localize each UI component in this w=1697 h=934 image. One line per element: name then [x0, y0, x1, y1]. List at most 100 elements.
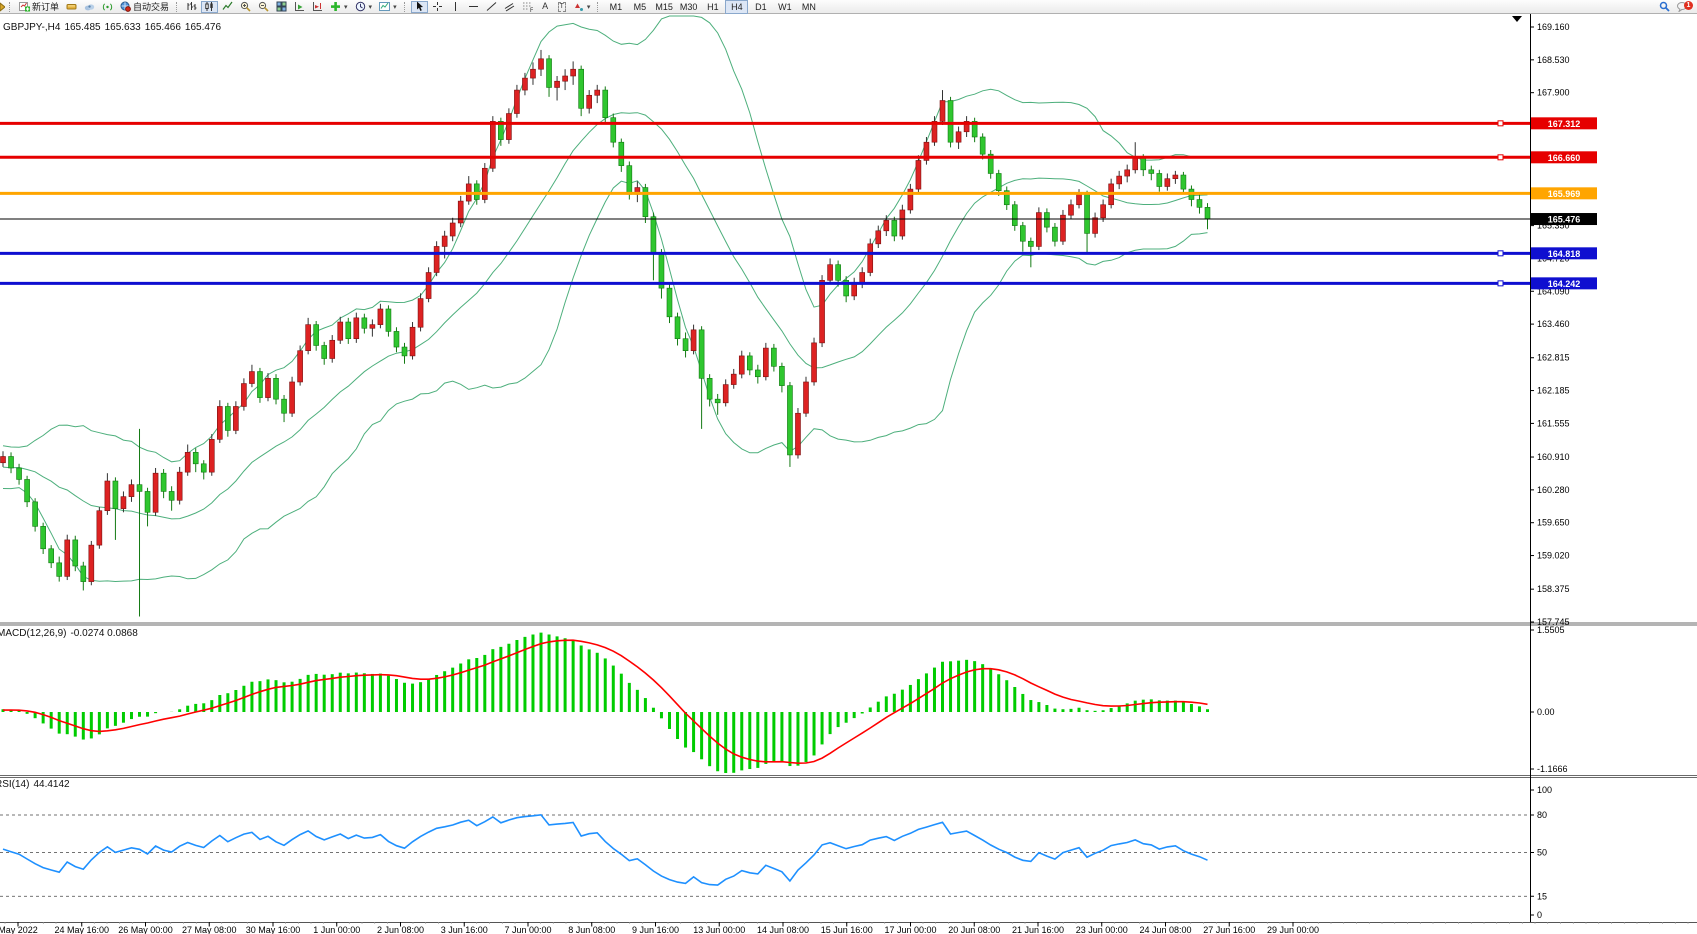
channel-icon	[504, 1, 515, 12]
horizontal-price-lines[interactable]	[0, 120, 1530, 287]
svg-text:21 Jun 16:00: 21 Jun 16:00	[1012, 925, 1064, 934]
macd-signal-line	[2, 639, 1208, 765]
timeframe-m1[interactable]: M1	[609, 1, 623, 12]
vertical-line-button[interactable]	[447, 1, 464, 13]
svg-text:0.00: 0.00	[1537, 707, 1555, 717]
macd-name: MACD(12,26,9)	[0, 628, 67, 639]
svg-text:1.5505: 1.5505	[1537, 625, 1565, 635]
price-scale[interactable]: 169.160168.530167.900167.270166.640166.0…	[1530, 22, 1597, 920]
toolbar-grip[interactable]	[403, 1, 408, 12]
indicators-button[interactable]: ▾	[327, 1, 351, 13]
timeframe-m30[interactable]: M30	[679, 1, 698, 12]
svg-text:157.745: 157.745	[1537, 617, 1570, 627]
zoom-out-icon	[258, 1, 269, 12]
svg-text:23 Jun 00:00: 23 Jun 00:00	[1076, 925, 1128, 934]
svg-text:8 Jun 08:00: 8 Jun 08:00	[568, 925, 615, 934]
notifications-button[interactable]: 1	[1674, 0, 1693, 13]
svg-text:160.910: 160.910	[1537, 452, 1570, 462]
chart-area[interactable]: 169.160168.530167.900167.270166.640166.0…	[0, 13, 1697, 934]
timeframe-h1[interactable]: H1	[707, 1, 719, 12]
line-handle[interactable]	[1497, 250, 1504, 257]
svg-text:165.969: 165.969	[1548, 189, 1581, 199]
svg-text:29 Jun 00:00: 29 Jun 00:00	[1267, 925, 1319, 934]
signals-button[interactable]	[99, 1, 116, 13]
macd-indicator-label: MACD(12,26,9) -0.0274 0.0868	[0, 628, 142, 639]
auto-trading-label: 自动交易	[133, 2, 170, 12]
cursor-button[interactable]	[410, 0, 428, 13]
new-order-label: 新订单	[32, 2, 60, 12]
dropdown-caret-icon: ▾	[344, 3, 348, 11]
svg-text:80: 80	[1537, 810, 1547, 820]
chart-shift-icon	[312, 1, 323, 12]
macd-histogram	[1, 632, 1209, 773]
market-button[interactable]	[63, 1, 80, 13]
trendline-button[interactable]	[483, 1, 500, 13]
timeframe-m15[interactable]: M15	[655, 1, 673, 12]
horizontal-line-icon	[468, 1, 479, 12]
toolbar-grip[interactable]	[9, 1, 13, 12]
svg-text:165.476: 165.476	[1548, 215, 1581, 225]
fibonacci-icon: F	[522, 1, 533, 12]
arrows-button[interactable]: ▾	[570, 1, 594, 13]
chart-shift-button[interactable]	[309, 1, 326, 13]
community-button[interactable]	[81, 1, 98, 13]
svg-text:-1.1666: -1.1666	[1537, 764, 1568, 774]
svg-text:0: 0	[1537, 910, 1542, 920]
auto-scroll-button[interactable]	[291, 1, 308, 13]
candlestick-icon	[204, 1, 215, 12]
text-button[interactable]: A	[537, 1, 554, 13]
timeframe-mn[interactable]: MN	[801, 1, 816, 12]
templates-button[interactable]: ▾	[376, 1, 400, 13]
channel-button[interactable]	[501, 1, 518, 13]
pane-frames	[0, 13, 1697, 923]
toolbar-grip[interactable]	[176, 1, 180, 12]
bar-chart-button[interactable]	[183, 1, 200, 13]
svg-text:27 Jun 16:00: 27 Jun 16:00	[1203, 925, 1255, 934]
dropdown-caret-icon: ▾	[586, 3, 591, 11]
candles-layer[interactable]	[0, 49, 1211, 617]
svg-text:164.090: 164.090	[1537, 286, 1570, 296]
horizontal-line-button[interactable]	[465, 1, 482, 13]
svg-text:17 Jun 00:00: 17 Jun 00:00	[884, 925, 936, 934]
svg-text:14 Jun 08:00: 14 Jun 08:00	[757, 925, 809, 934]
candlestick-chart-button[interactable]	[201, 0, 219, 13]
timeframe-w1[interactable]: W1	[778, 1, 792, 12]
ohlc-high: 165.633	[104, 22, 141, 33]
svg-text:3 Jun 16:00: 3 Jun 16:00	[441, 925, 488, 934]
dropdown-caret-icon: ▾	[393, 3, 397, 11]
svg-text:159.020: 159.020	[1537, 551, 1570, 561]
zoom-out-button[interactable]	[255, 1, 272, 13]
search-button[interactable]	[1656, 1, 1673, 13]
crosshair-button[interactable]	[429, 1, 446, 13]
svg-text:2 Jun 08:00: 2 Jun 08:00	[377, 925, 424, 934]
clipped-toolbar-icon[interactable]	[0, 1, 5, 12]
rsi-pane	[0, 813, 1530, 897]
zoom-in-button[interactable]	[237, 1, 254, 13]
timeframe-m5[interactable]: M5	[633, 1, 647, 12]
tile-windows-button[interactable]	[273, 1, 290, 13]
text-label-button[interactable]: T	[555, 1, 569, 13]
add-indicator-icon	[330, 1, 341, 12]
toolbar-grip[interactable]	[597, 1, 601, 12]
time-axis[interactable]: May 2022 24 May 16:00 26 May 00:00 27 May 0…	[0, 922, 1689, 934]
svg-text:163.460: 163.460	[1537, 319, 1570, 329]
line-handle[interactable]	[1497, 120, 1504, 127]
svg-text:F: F	[530, 8, 533, 12]
chart-ohlc-readout: GBPJPY-,H4 165.485 165.633 165.466 165.476	[3, 22, 225, 33]
chart-canvas[interactable]: 169.160168.530167.900167.270166.640166.0…	[0, 13, 1697, 934]
fibonacci-button[interactable]: F	[519, 1, 536, 13]
macd-values: -0.0274 0.0868	[70, 628, 138, 639]
svg-text:164.242: 164.242	[1548, 279, 1581, 289]
svg-text:160.280: 160.280	[1537, 485, 1570, 495]
auto-trading-button[interactable]: 自动交易	[117, 1, 172, 13]
new-order-button[interactable]: 新订单	[16, 1, 62, 13]
timeframe-h4[interactable]: H4	[725, 0, 749, 14]
periods-button[interactable]: ▾	[352, 1, 376, 13]
line-handle[interactable]	[1497, 154, 1504, 161]
line-handle[interactable]	[1497, 280, 1504, 287]
line-chart-button[interactable]	[219, 1, 236, 13]
timeframe-d1[interactable]: D1	[755, 1, 767, 12]
svg-text:158.375: 158.375	[1537, 584, 1570, 594]
svg-text:26 May 00:00: 26 May 00:00	[118, 925, 173, 934]
